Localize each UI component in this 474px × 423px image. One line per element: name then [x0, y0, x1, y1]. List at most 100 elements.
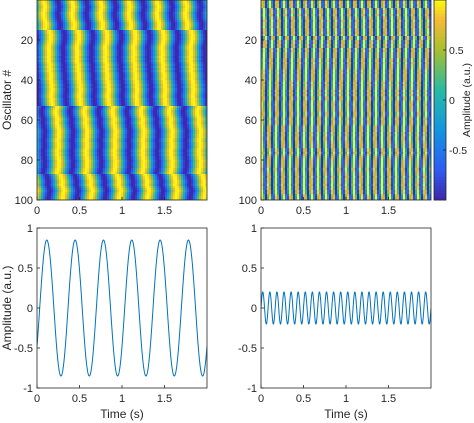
heatmap-cell — [55, 40, 58, 43]
heatmap-cell — [151, 56, 154, 59]
heatmap-cell — [101, 8, 104, 11]
heatmap-cell — [199, 102, 202, 105]
heatmap-cell — [105, 32, 108, 35]
heatmap-cell — [75, 18, 78, 21]
heatmap-cell — [73, 74, 76, 77]
heatmap-cell — [59, 78, 62, 81]
heatmap-cell — [77, 96, 80, 99]
heatmap-cell — [47, 44, 50, 47]
heatmap-cell — [81, 40, 84, 43]
heatmap-cell — [201, 92, 204, 95]
heatmap-cell — [71, 66, 74, 69]
heatmap-cell — [179, 44, 182, 47]
heatmap-cell — [49, 48, 52, 51]
heatmap-cell — [57, 80, 60, 83]
heatmap-cell — [141, 18, 144, 21]
heatmap-cell — [127, 90, 130, 93]
heatmap-cell — [41, 44, 44, 47]
heatmap-cell — [183, 16, 186, 19]
heatmap-cell — [83, 2, 86, 5]
heatmap-cell — [77, 114, 80, 117]
heatmap-cell — [37, 46, 40, 49]
heatmap-cell — [121, 50, 124, 53]
heatmap-cell — [201, 66, 204, 69]
heatmap-cell — [57, 74, 60, 77]
heatmap-cell — [127, 10, 130, 13]
heatmap-cell — [65, 42, 68, 45]
heatmap-cell — [199, 26, 202, 29]
heatmap-cell — [79, 14, 82, 17]
heatmap-cell — [53, 116, 56, 119]
heatmap-cell — [127, 40, 130, 43]
heatmap-cell — [129, 96, 132, 99]
heatmap-cell — [185, 18, 188, 21]
heatmap-cell — [171, 74, 174, 77]
heatmap-cell — [53, 94, 56, 97]
heatmap-cell — [155, 114, 158, 117]
heatmap-cell — [85, 78, 88, 81]
heatmap-cell — [105, 96, 108, 99]
heatmap-cell — [187, 114, 190, 117]
heatmap-cell — [167, 42, 170, 45]
heatmap-cell — [193, 56, 196, 59]
heatmap-cell — [193, 98, 196, 101]
heatmap-cell — [189, 24, 192, 27]
heatmap-cell — [73, 34, 76, 37]
heatmap-cell — [89, 72, 92, 75]
heatmap-cell — [111, 56, 114, 59]
heatmap-cell — [101, 0, 104, 3]
heatmap-cell — [67, 76, 70, 79]
heatmap-cell — [159, 56, 162, 59]
heatmap-cell — [79, 74, 82, 77]
heatmap-cell — [107, 14, 110, 17]
heatmap-cell — [61, 96, 64, 99]
heatmap-cell — [49, 0, 52, 3]
heatmap-cell — [129, 56, 132, 59]
heatmap-cell — [183, 84, 186, 87]
heatmap-cell — [137, 100, 140, 103]
heatmap-cell — [157, 28, 160, 31]
heatmap-cell — [155, 110, 158, 113]
heatmap-cell — [175, 10, 178, 13]
heatmap-cell — [119, 80, 122, 83]
heatmap-cell — [53, 104, 56, 107]
heatmap-cell — [61, 34, 64, 37]
heatmap-cell — [119, 20, 122, 23]
heatmap-cell — [69, 16, 72, 19]
heatmap-cell — [61, 116, 64, 119]
heatmap-cell — [199, 58, 202, 61]
heatmap-cell — [197, 56, 200, 59]
heatmap-cell — [45, 70, 48, 73]
heatmap-cell — [145, 12, 148, 15]
heatmap-cell — [159, 98, 162, 101]
heatmap-cell — [125, 64, 128, 67]
heatmap-cell — [153, 52, 156, 55]
heatmap-cell — [161, 86, 164, 89]
heatmap-cell — [63, 30, 66, 33]
heatmap-cell — [61, 60, 64, 63]
heatmap-cell — [157, 70, 160, 73]
heatmap-cell — [81, 22, 84, 25]
heatmap-cell — [67, 54, 70, 57]
heatmap-cell — [87, 2, 90, 5]
heatmap-cell — [53, 114, 56, 117]
heatmap-cell — [191, 40, 194, 43]
heatmap-cell — [145, 28, 148, 31]
heatmap-cell — [67, 102, 70, 105]
heatmap-cell — [205, 62, 207, 65]
heatmap-cell — [159, 102, 162, 105]
heatmap-cell — [61, 8, 64, 11]
heatmap-cell — [153, 114, 156, 117]
heatmap-cell — [59, 22, 62, 25]
heatmap-cell — [125, 44, 128, 47]
heatmap-cell — [83, 44, 86, 47]
heatmap-cell — [105, 18, 108, 21]
heatmap-cell — [121, 14, 124, 17]
heatmap-cell — [81, 4, 84, 7]
heatmap-cell — [187, 78, 190, 81]
heatmap-cell — [87, 32, 90, 35]
heatmap-cell — [199, 96, 202, 99]
heatmap-cell — [139, 90, 142, 93]
heatmap-cell — [115, 64, 118, 67]
heatmap-cell — [127, 72, 130, 75]
